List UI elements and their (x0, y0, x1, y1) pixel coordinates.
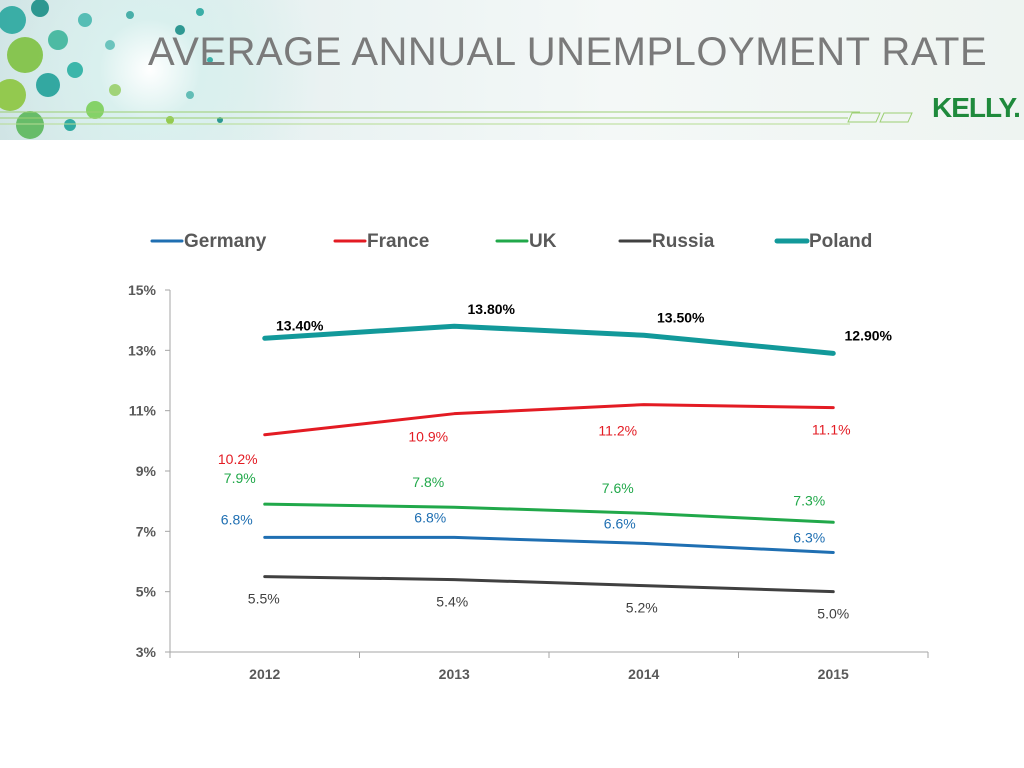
y-tick-label: 3% (136, 644, 157, 660)
data-label-russia: 5.2% (626, 600, 658, 616)
data-label-france: 11.1% (812, 422, 851, 438)
chart-data-labels: 6.8% 6.8% 6.6% 6.3% 10.2% 10.9% 11.2% 11.1% 7.9%… (218, 301, 893, 621)
data-label-uk: 7.8% (412, 474, 444, 490)
data-label-germany: 6.8% (414, 509, 446, 525)
series-line-germany (263, 535, 835, 554)
x-tick-label: 2015 (818, 666, 849, 682)
y-tick-label: 9% (136, 463, 157, 479)
legend-label: Russia (652, 231, 715, 252)
data-label-poland: 13.50% (657, 309, 705, 325)
y-tick-label: 15% (128, 282, 157, 298)
kelly-logo: KELLY. (932, 92, 1021, 123)
legend-label: UK (529, 231, 557, 252)
data-label-uk: 7.6% (602, 480, 634, 496)
data-label-uk: 7.3% (793, 492, 825, 508)
data-label-france: 10.2% (218, 451, 258, 467)
data-label-uk: 7.9% (224, 470, 256, 486)
data-label-poland: 13.80% (468, 301, 516, 317)
data-label-poland: 13.40% (276, 317, 324, 333)
data-label-france: 10.9% (408, 429, 448, 445)
chart-legend: Germany France UK Russia Poland (150, 231, 872, 252)
x-tick-label: 2013 (439, 666, 470, 682)
chart-series (262, 323, 836, 594)
x-tick-label: 2014 (628, 666, 659, 682)
y-tick-label: 11% (129, 403, 157, 419)
data-label-russia: 5.5% (248, 591, 280, 607)
data-label-russia: 5.4% (436, 594, 468, 610)
series-line-russia (263, 575, 835, 594)
legend-label: Poland (809, 231, 872, 252)
y-tick-label: 7% (136, 523, 157, 539)
chart-axes: 3% 5% 7% 9% 11% 13% 15% 2012 2013 2014 2015 (128, 282, 929, 682)
y-tick-label: 5% (136, 584, 157, 600)
data-label-poland: 12.90% (845, 327, 893, 343)
data-label-france: 11.2% (598, 423, 637, 439)
series-line-france (263, 403, 835, 437)
data-label-germany: 6.3% (793, 529, 825, 545)
data-label-germany: 6.8% (221, 511, 253, 527)
series-line-uk (263, 502, 835, 524)
header-decoration (0, 0, 913, 140)
slide-header: AVERAGE ANNUAL UNEMPLOYMENT RATE KELLY. (0, 0, 1024, 140)
legend-label: Germany (184, 231, 267, 252)
data-label-germany: 6.6% (604, 515, 636, 531)
data-label-russia: 5.0% (817, 606, 849, 622)
series-line-poland (262, 323, 836, 356)
slide-title: AVERAGE ANNUAL UNEMPLOYMENT RATE (148, 30, 988, 74)
legend-label: France (367, 231, 429, 252)
x-tick-label: 2012 (249, 666, 280, 682)
y-tick-label: 13% (128, 342, 157, 358)
